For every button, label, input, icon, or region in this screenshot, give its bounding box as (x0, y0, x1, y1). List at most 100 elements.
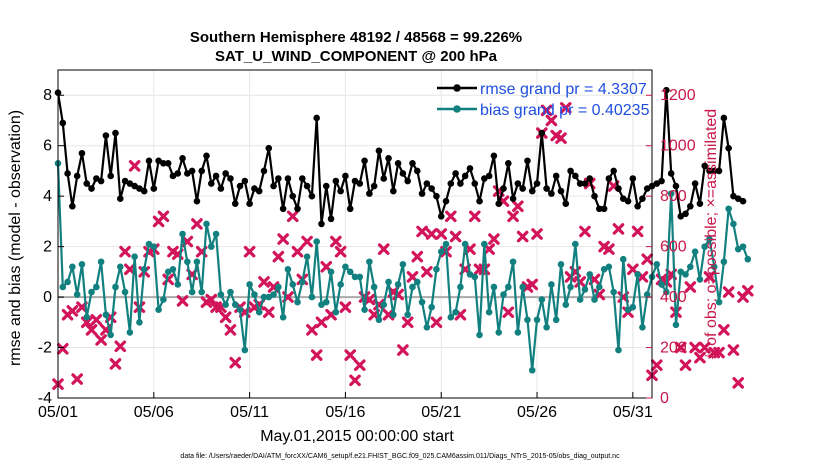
rmse-point (322, 182, 330, 190)
obs-count-point (71, 373, 83, 385)
obs-count-point (80, 316, 93, 329)
y-right-tick-label: 400 (660, 289, 687, 306)
obs-count-point (90, 313, 103, 326)
obs-count-point (650, 359, 663, 371)
obs-count-point (109, 358, 122, 370)
bias-point (710, 263, 718, 271)
obs-count-point (258, 276, 270, 288)
bias-point (476, 331, 483, 339)
obs-cross-stroke (286, 210, 299, 223)
obs-count-point (377, 243, 390, 255)
bias-point (744, 255, 752, 263)
obs-count-point (722, 286, 735, 298)
obs-cross-stroke (722, 286, 735, 298)
obs-cross-stroke (344, 349, 357, 361)
obs-cross-stroke (579, 225, 591, 238)
obs-count-point (95, 334, 107, 346)
obs-count-point (315, 316, 328, 329)
obs-cross-stroke (301, 235, 313, 248)
bias-point (629, 303, 637, 311)
y-right-tick-label: 600 (660, 239, 687, 256)
obs-cross-stroke (650, 359, 663, 371)
x-tick-label: 05/01 (38, 404, 78, 421)
y-right-tick-label: 0 (660, 390, 669, 407)
rmse-point (260, 167, 268, 175)
obs-cross-stroke (540, 104, 553, 117)
legend-rmse-label: rmse grand pr = 4.3307 (480, 81, 647, 98)
rmse-point (557, 187, 565, 195)
legend-bias-label: bias grand pr = 0.40235 (480, 102, 650, 119)
rmse-point (69, 202, 76, 210)
obs-count-point (531, 228, 543, 240)
rmse-point (246, 200, 253, 208)
obs-count-point (262, 306, 275, 319)
obs-cross-stroke (167, 245, 179, 258)
bias-point (107, 331, 114, 339)
bias-point (519, 283, 526, 291)
rmse-point (629, 175, 637, 182)
chart-title-line1: Southern Hemisphere 48192 / 48568 = 99.2… (190, 29, 522, 46)
rmse-point (160, 160, 167, 167)
axes: 05/01 05/06 05/11 05/16 05/21 05/26 05/31 -4 -2 0… (38, 87, 696, 421)
obs-cross-stroke (119, 245, 131, 258)
bias-point (538, 296, 546, 303)
rmse-point (303, 182, 311, 190)
obs-cross-stroke (531, 228, 543, 240)
bias-point (634, 271, 641, 278)
bias-point (552, 316, 560, 324)
bias-point (581, 286, 589, 293)
bias-point (452, 308, 459, 316)
rmse-point (299, 175, 306, 182)
bias-point (361, 306, 368, 313)
obs-count-point (718, 324, 730, 336)
obs-cross-stroke (267, 281, 280, 293)
rmse-point (720, 114, 728, 122)
bias-point (471, 273, 479, 281)
bias-point (198, 288, 206, 296)
x-tick-label: 05/11 (230, 404, 269, 421)
bias-point (696, 276, 704, 283)
legend-rmse-marker (453, 84, 461, 92)
obs-count-point (291, 245, 304, 258)
rmse-point (337, 187, 344, 195)
rmse-point (485, 172, 493, 180)
obs-cross-stroke (401, 316, 414, 329)
rmse-point (710, 167, 718, 175)
obs-cross-stroke (555, 132, 567, 144)
bias-point (576, 296, 584, 303)
obs-cross-stroke (583, 177, 596, 190)
plot-frame (57, 69, 653, 399)
bias-point (121, 288, 129, 296)
obs-cross-stroke (157, 210, 170, 223)
obs-cross-stroke (334, 245, 347, 258)
rmse-series (54, 86, 747, 228)
rmse-point (600, 205, 608, 213)
obs-cross-stroke (598, 240, 610, 253)
obs-cross-stroke (526, 278, 539, 291)
bias-point (691, 248, 699, 255)
obs-cross-stroke (742, 284, 754, 297)
obs-cross-stroke (559, 102, 572, 114)
rmse-point (207, 180, 215, 187)
bias-point (739, 243, 747, 250)
bias-point (442, 240, 450, 248)
bias-point (667, 190, 675, 197)
bias-point (327, 268, 335, 276)
rmse-point (313, 114, 320, 122)
rmse-point (634, 202, 641, 210)
obs-cross-stroke (636, 271, 649, 283)
rmse-point (78, 149, 86, 157)
obs-cross-stroke (306, 324, 318, 336)
bias-point (207, 243, 215, 250)
obs-cross-stroke (627, 263, 639, 276)
rmse-point (591, 192, 598, 200)
obs-cross-stroke (430, 316, 443, 329)
bias-point (687, 263, 694, 271)
bias-point (605, 263, 613, 271)
obs-count-point (435, 228, 448, 240)
obs-cross-stroke (512, 200, 524, 213)
obs-count-point (397, 344, 409, 356)
obs-cross-stroke (277, 233, 289, 245)
y-left-tick-label: 2 (43, 239, 52, 256)
obs-cross-stroke (320, 261, 333, 273)
